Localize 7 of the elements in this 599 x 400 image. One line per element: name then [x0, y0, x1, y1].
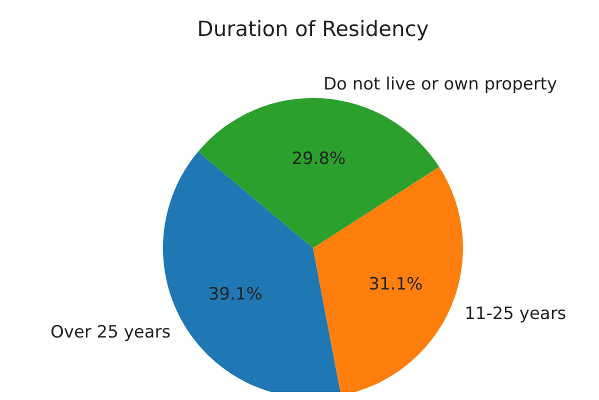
slice-label: Do not live or own property	[323, 74, 558, 94]
data-label: 31.1%	[368, 274, 423, 294]
chart-title: Duration of Residency	[197, 17, 429, 41]
slice-label: Over 25 years	[50, 322, 171, 342]
data-label: 29.8%	[292, 149, 346, 170]
data-label: 39.1%	[208, 284, 262, 304]
slice-label: 11-25 years	[464, 304, 566, 324]
